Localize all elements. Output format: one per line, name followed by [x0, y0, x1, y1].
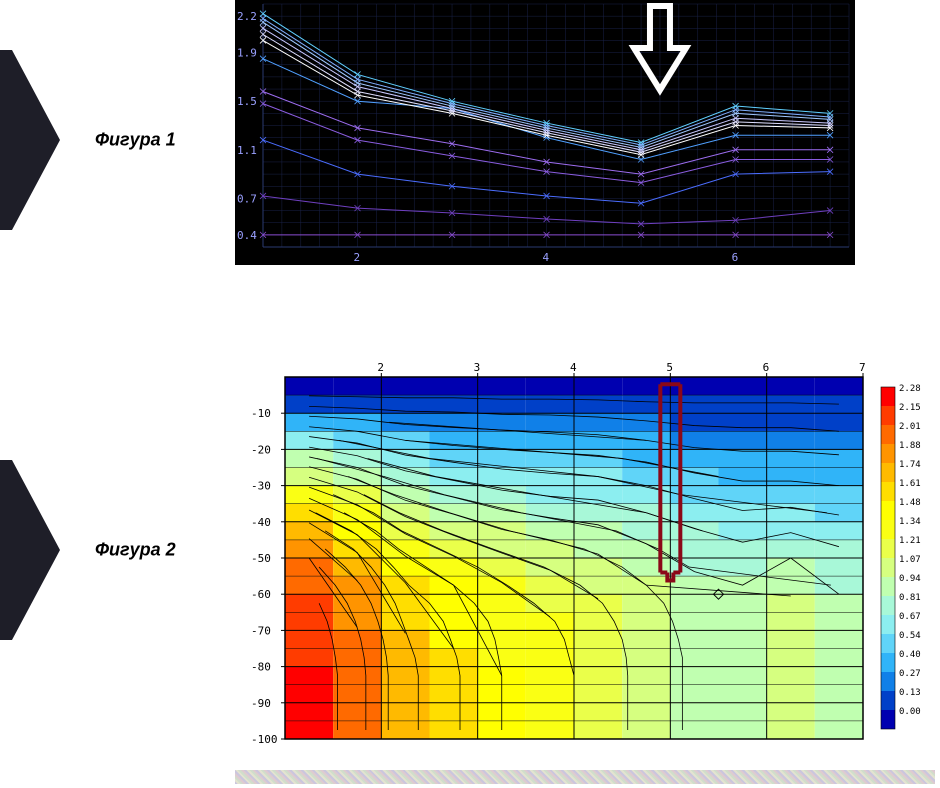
- svg-text:3: 3: [474, 361, 481, 374]
- figure1-label-arrow: Фигура 1: [0, 50, 140, 230]
- svg-text:-40: -40: [251, 516, 271, 529]
- svg-text:-30: -30: [251, 480, 271, 493]
- svg-text:0.27: 0.27: [899, 669, 921, 679]
- svg-text:1.21: 1.21: [899, 536, 921, 546]
- svg-text:-70: -70: [251, 624, 271, 637]
- svg-text:6: 6: [732, 251, 739, 264]
- svg-text:1.48: 1.48: [899, 498, 921, 508]
- figure2-svg: 2 3 4 5 6 7 -10 -20 -30 -40 -50 -60 -70 -80 -90 -100 2.2…: [235, 355, 935, 745]
- figure1-chart: 0.4 0.7 1.1 1.5 1.9 2.2 2 4 6: [235, 0, 855, 265]
- figure1-svg: 0.4 0.7 1.1 1.5 1.9 2.2 2 4 6: [235, 0, 855, 265]
- figure1-label: Фигура 1: [95, 130, 176, 151]
- figure2-label-arrow: Фигура 2: [0, 460, 140, 640]
- svg-text:1.9: 1.9: [237, 47, 257, 60]
- svg-text:2.15: 2.15: [899, 403, 921, 413]
- svg-text:0.13: 0.13: [899, 688, 921, 698]
- svg-text:5: 5: [666, 361, 673, 374]
- svg-text:2: 2: [354, 251, 361, 264]
- svg-text:0.54: 0.54: [899, 631, 921, 641]
- svg-text:6: 6: [763, 361, 770, 374]
- svg-text:-90: -90: [251, 697, 271, 710]
- figure2-label: Фигура 2: [95, 540, 176, 561]
- svg-text:2: 2: [377, 361, 384, 374]
- figure2-chart: 2 3 4 5 6 7 -10 -20 -30 -40 -50 -60 -70 -80 -90 -100 2.2…: [235, 355, 935, 745]
- svg-text:0.7: 0.7: [237, 192, 257, 205]
- svg-text:1.88: 1.88: [899, 441, 921, 451]
- svg-text:0.81: 0.81: [899, 593, 921, 603]
- svg-text:1.5: 1.5: [237, 95, 257, 108]
- svg-text:1.74: 1.74: [899, 460, 921, 470]
- svg-text:-20: -20: [251, 443, 271, 456]
- svg-text:0.00: 0.00: [899, 707, 921, 717]
- svg-text:4: 4: [570, 361, 577, 374]
- svg-text:-10: -10: [251, 407, 271, 420]
- svg-text:0.94: 0.94: [899, 574, 921, 584]
- svg-text:1.07: 1.07: [899, 555, 921, 565]
- chevron-icon: [0, 50, 60, 230]
- svg-text:1.1: 1.1: [237, 144, 257, 157]
- svg-text:-100: -100: [251, 733, 278, 745]
- svg-text:2.28: 2.28: [899, 384, 921, 394]
- svg-text:2.2: 2.2: [237, 10, 257, 23]
- svg-text:0.67: 0.67: [899, 612, 921, 622]
- speckle-strip: [235, 770, 935, 784]
- chevron-icon: [0, 460, 60, 640]
- svg-text:7: 7: [859, 361, 866, 374]
- svg-text:4: 4: [543, 251, 550, 264]
- svg-text:-60: -60: [251, 588, 271, 601]
- svg-text:0.4: 0.4: [237, 229, 257, 242]
- svg-text:0.40: 0.40: [899, 650, 921, 660]
- svg-text:-50: -50: [251, 552, 271, 565]
- svg-text:-80: -80: [251, 661, 271, 674]
- svg-text:2.01: 2.01: [899, 422, 921, 432]
- svg-text:1.61: 1.61: [899, 479, 921, 489]
- svg-text:1.34: 1.34: [899, 517, 921, 527]
